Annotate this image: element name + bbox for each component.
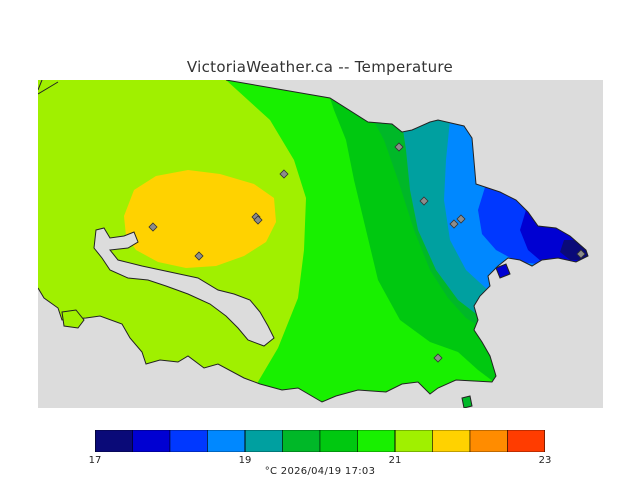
legend-tick-19: 19 [238, 455, 252, 466]
legend-unit-timestamp: °C 2026/04/19 17:03 [264, 466, 376, 477]
small-island-1 [61, 309, 85, 329]
temperature-legend [95, 430, 545, 452]
station-7-marker[interactable] [449, 219, 459, 229]
station-3-marker[interactable] [148, 222, 158, 232]
legend-band-4 [244, 430, 283, 452]
legend-band-7 [357, 430, 396, 452]
legend-band-8 [394, 430, 433, 452]
station-8-marker[interactable] [456, 214, 466, 224]
legend-band-1 [132, 430, 171, 452]
station-2-marker[interactable] [394, 142, 404, 152]
station-markers [148, 142, 586, 363]
map-title: VictoriaWeather.ca -- Temperature [186, 58, 454, 76]
legend-band-6 [319, 430, 358, 452]
station-11-marker[interactable] [576, 249, 586, 259]
corner-coast [38, 80, 59, 95]
legend-band-3 [207, 430, 246, 452]
coastline [38, 80, 589, 403]
temperature-map [38, 80, 603, 408]
small-island-2 [495, 263, 511, 279]
station-1-marker[interactable] [279, 169, 289, 179]
station-6-marker[interactable] [419, 196, 429, 206]
legend-tick-21: 21 [388, 455, 402, 466]
legend-band-11 [507, 430, 545, 452]
legend-band-9 [432, 430, 471, 452]
legend-tick-23: 23 [538, 455, 552, 466]
legend-tick-17: 17 [88, 455, 102, 466]
band-21-5 [124, 170, 276, 268]
legend-band-10 [469, 430, 508, 452]
legend-band-5 [282, 430, 321, 452]
station-5-marker[interactable] [194, 251, 204, 261]
station-10-marker[interactable] [253, 215, 263, 225]
station-9-marker[interactable] [433, 353, 443, 363]
small-island-3 [461, 395, 473, 408]
inlet-water [93, 227, 275, 347]
legend-band-0 [95, 430, 133, 452]
legend-band-2 [169, 430, 208, 452]
